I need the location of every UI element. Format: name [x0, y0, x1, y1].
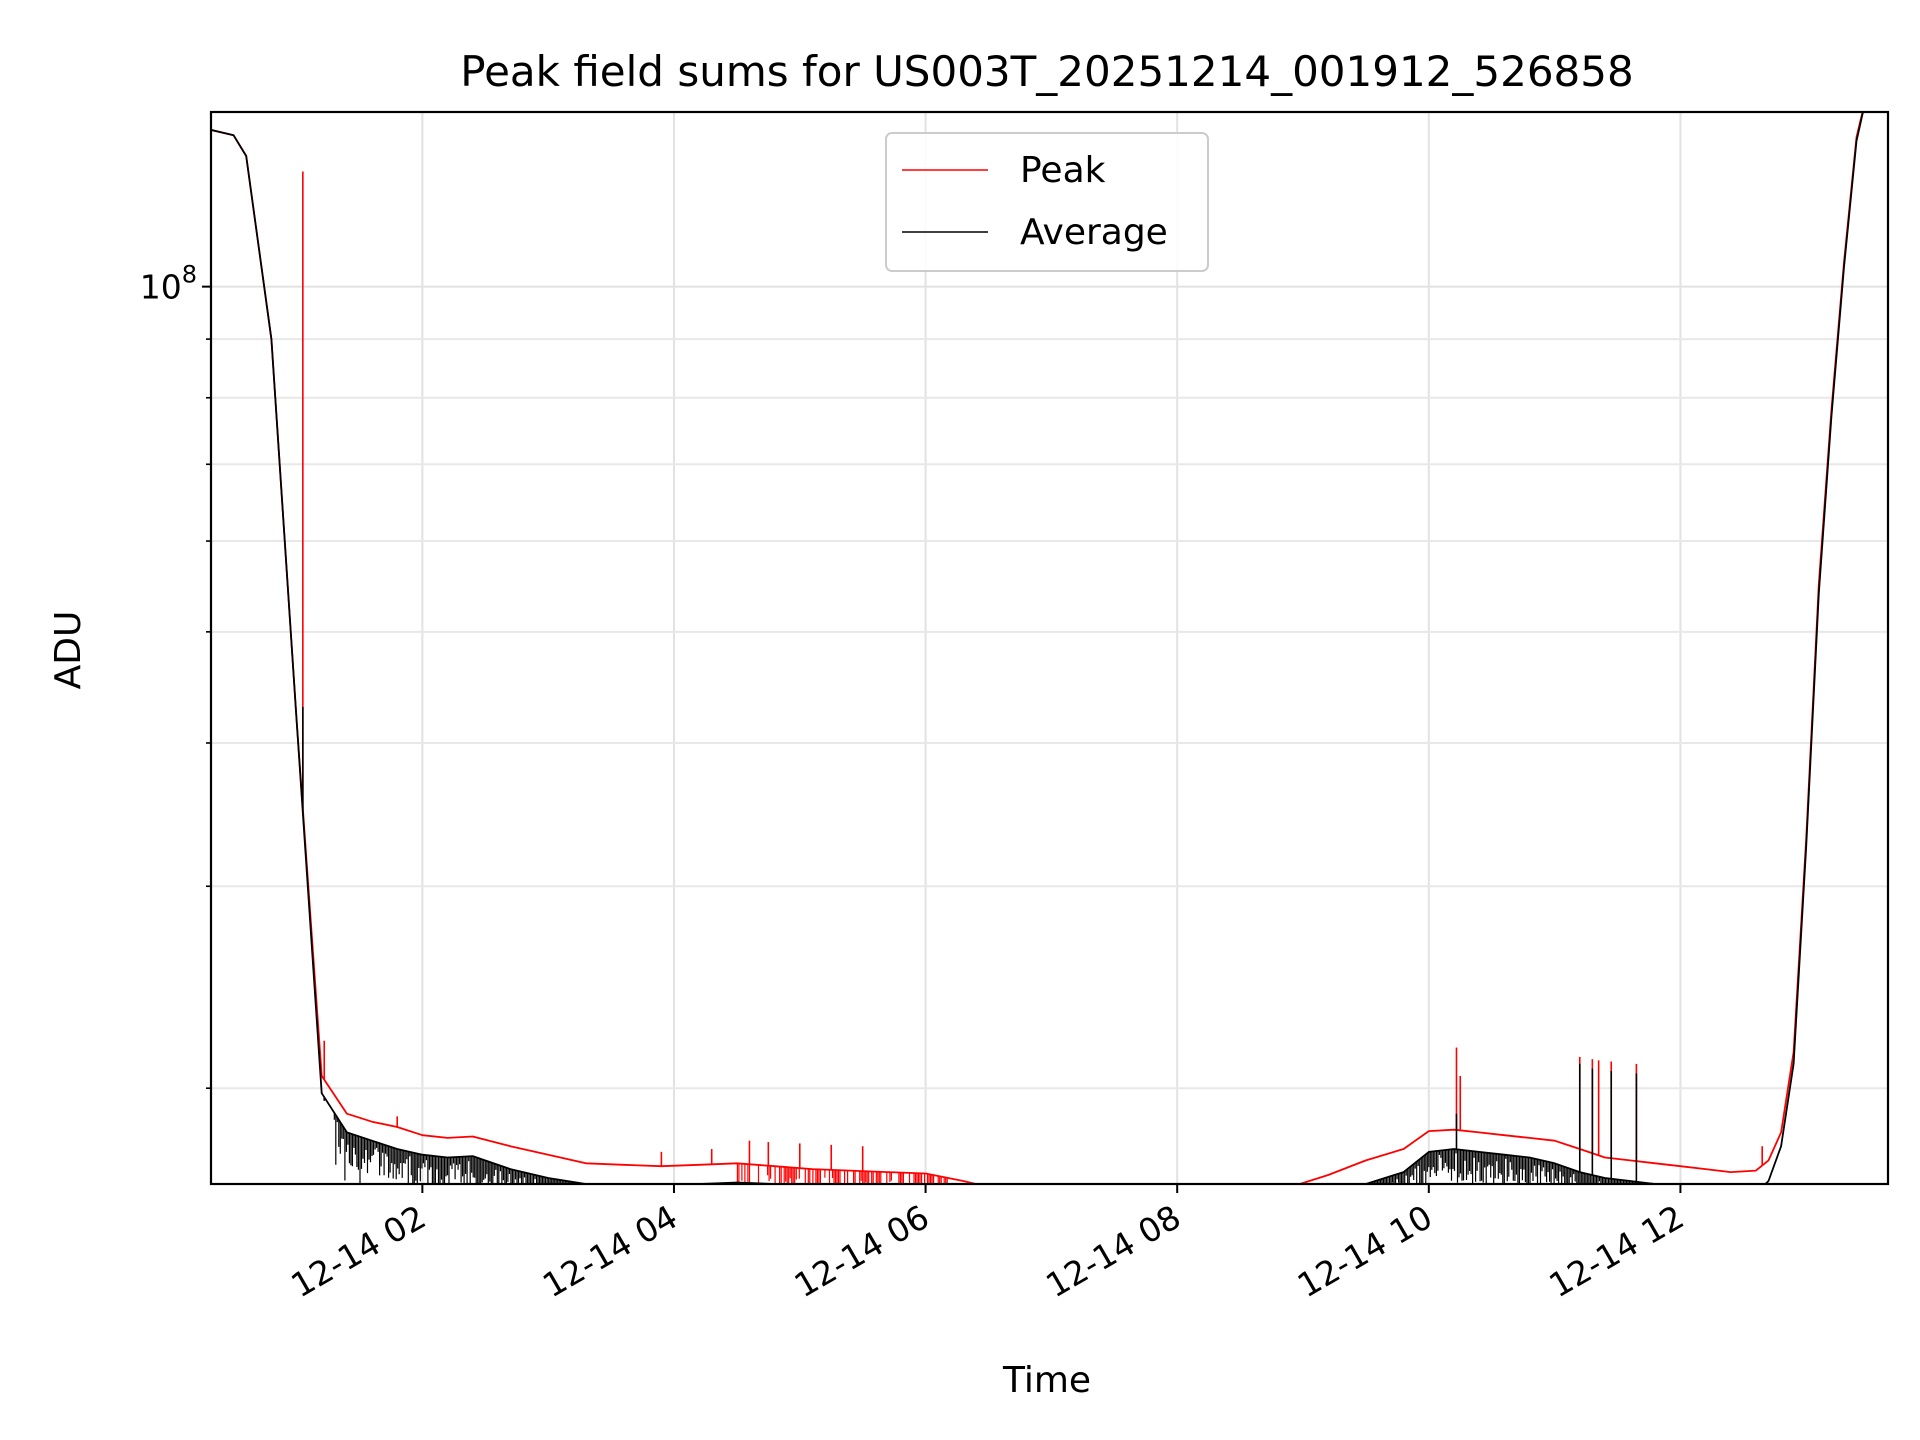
plot-frame — [209, 110, 1890, 1186]
legend-average-label: Average — [1020, 212, 1168, 253]
y-tick-label: 108 — [140, 261, 197, 307]
y-tick-label-exponent: 8 — [182, 261, 197, 289]
series-line-peak — [211, 112, 1864, 1184]
average-noise-band — [333, 1112, 1768, 1184]
legend-box — [885, 132, 1209, 272]
chart-title: Peak field sums for US003T_20251214_0019… — [460, 47, 1633, 96]
legend: Peak Average — [885, 132, 1209, 272]
legend-peak-label: Peak — [1020, 150, 1106, 191]
y-tick-label-base: 10 — [140, 268, 182, 307]
y-axis-label: ADU — [48, 611, 89, 690]
series-line-average — [211, 112, 1864, 1184]
series-layer — [211, 112, 1864, 1184]
grid — [211, 112, 1888, 1184]
x-axis-label: Time — [1002, 1360, 1091, 1401]
